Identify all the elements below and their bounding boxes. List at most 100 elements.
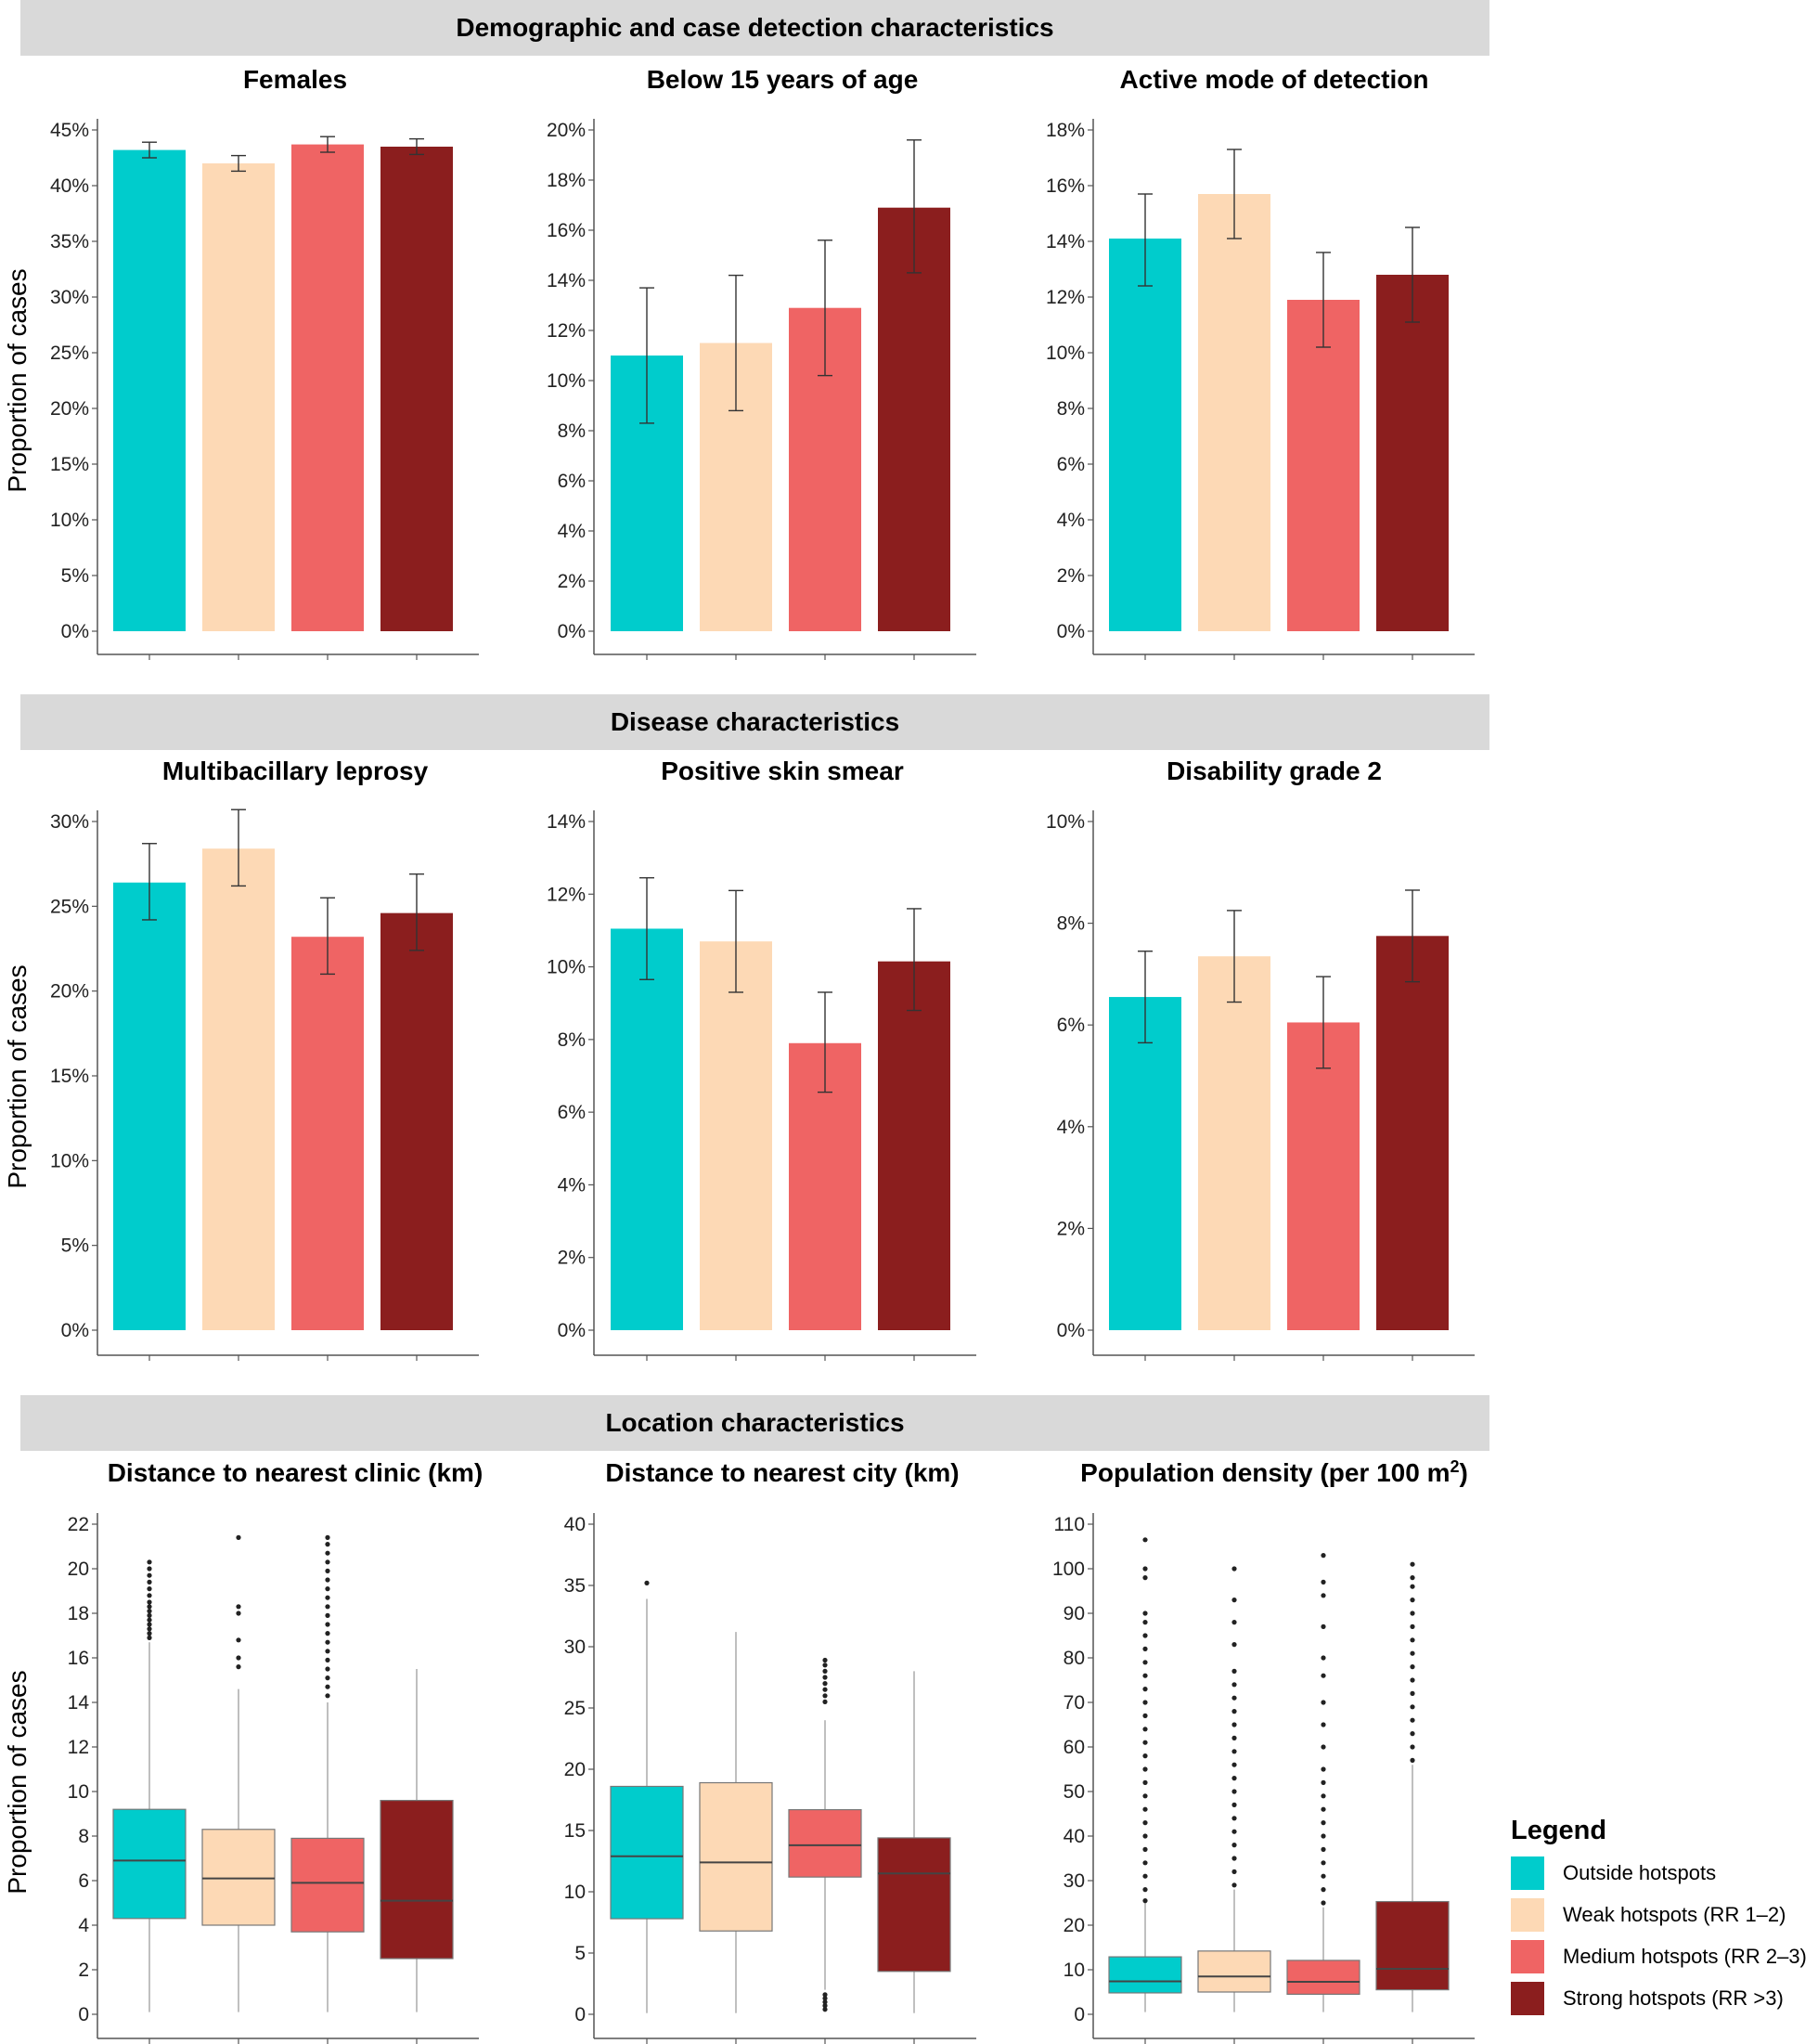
bar [1376,275,1449,631]
outlier-point [1142,1846,1148,1852]
y-tick-label: 2% [558,571,586,592]
outlier-point [1231,1620,1237,1625]
y-tick-label: 12% [1046,287,1085,308]
box [1286,1960,1360,1995]
y-tick-label: 14 [68,1692,90,1714]
y-tick-label: 10% [50,1150,89,1171]
y-tick-label: 45% [50,120,89,141]
outlier-point [1321,1887,1326,1893]
legend-swatch-outside [1511,1856,1544,1890]
legend-swatch-weak [1511,1897,1544,1932]
box [699,1781,773,1932]
box [380,1799,454,1960]
outlier-point [1410,1624,1415,1629]
y-tick-label: 4% [558,521,586,542]
outlier-point [147,1604,152,1610]
outlier-point [1321,1779,1326,1785]
outlier-point [822,1662,828,1668]
outlier-point [1321,1860,1326,1866]
y-tick-label: 14% [547,811,586,833]
chart-panel-8: Population density (per 100 m2) 0 10 20 30 40… [1052,1457,1475,2044]
outlier-point [1410,1677,1415,1683]
outlier-point [1321,1593,1326,1598]
bar [700,941,772,1330]
outlier-point [1142,1673,1148,1678]
outlier-point [1231,1843,1237,1848]
outlier-point [1142,1820,1148,1826]
outlier-point [325,1612,330,1618]
y-tick-label: 20 [68,1559,89,1580]
outlier-point [1142,1566,1148,1572]
legend-title: Legend [1511,1816,1607,1845]
outlier-point [325,1595,330,1600]
box [877,1837,951,1973]
y-tick-label: 15% [50,1066,89,1087]
bar [878,207,950,631]
outlier-point [1231,1829,1237,1834]
y-tick-label: 100 [1052,1559,1085,1580]
bar [1287,1022,1360,1330]
box [610,1785,684,1920]
box [201,1829,276,1926]
outlier-point [1231,1869,1237,1874]
outlier-point [822,1687,828,1692]
outlier-point [1231,1735,1237,1740]
chart-title: Below 15 years of age [647,65,919,94]
y-tick-label: 0% [558,1320,586,1341]
outlier-point [147,1635,152,1640]
box [1197,1950,1271,1993]
y-tick-label: 110 [1054,1514,1085,1535]
legend-item-medium: Medium hotspots (RR 2–3) [1511,1935,1808,1977]
outlier-point [325,1604,330,1610]
chart-panel-2: Active mode of detection 0% 2% 4% 6% 8% 10% 12%… [1046,65,1475,660]
y-tick-label: 2% [1057,1218,1085,1239]
y-tick-label: 10 [1064,1960,1085,1981]
y-tick-label: 18% [1046,120,1085,141]
y-tick-label: 18 [68,1603,89,1624]
outlier-point [1142,1611,1148,1616]
outlier-point [147,1612,152,1618]
y-tick-label: 35% [50,231,89,252]
y-tick-label: 20% [547,120,586,141]
bar [113,149,186,632]
y-tick-label: 70 [1064,1692,1085,1714]
outlier-point [325,1542,330,1547]
section-header-demographic: Demographic and case detection character… [20,0,1489,56]
outlier-point [822,1675,828,1680]
legend-swatch-medium [1511,1939,1544,1973]
outlier-point [236,1664,241,1670]
y-tick-label: 20% [50,398,89,420]
outlier-point [1231,1566,1237,1572]
chart-panel-6: Distance to nearest clinic (km) Proportio… [3,1458,483,2044]
outlier-point [822,1693,828,1699]
y-tick-label: 2% [1057,565,1085,587]
outlier-point [1410,1561,1415,1567]
outlier-point [1231,1695,1237,1701]
outlier-point [325,1568,330,1573]
bar [878,961,950,1330]
y-tick-label: 0% [61,621,89,642]
y-tick-label: 4% [1057,510,1085,531]
outlier-point [147,1572,152,1578]
outlier-point [147,1599,152,1605]
outlier-point [822,1668,828,1674]
box [788,1808,862,1878]
outlier-point [1410,1757,1415,1763]
outlier-point [822,1996,828,2001]
outlier-point [1321,1624,1326,1629]
outlier-point [147,1622,152,1627]
legend: Legend Outside hotspots Weak hotspots (R… [1511,1816,1808,2019]
chart-panel-0: Females Proportion of cases 0% 5% 10% 15% 20% 2… [3,65,479,660]
y-tick-label: 25% [50,896,89,917]
bar [1198,194,1270,631]
y-tick-label: 8% [1057,398,1085,420]
outlier-point [1321,1833,1326,1839]
outlier-point [1321,1820,1326,1826]
outlier-point [1142,1860,1148,1866]
y-tick-label: 6% [558,1102,586,1123]
outlier-point [1410,1584,1415,1589]
y-tick-label: 60 [1064,1737,1085,1758]
outlier-point [1231,1682,1237,1688]
outlier-point [1321,1579,1326,1585]
outlier-point [1142,1898,1148,1904]
